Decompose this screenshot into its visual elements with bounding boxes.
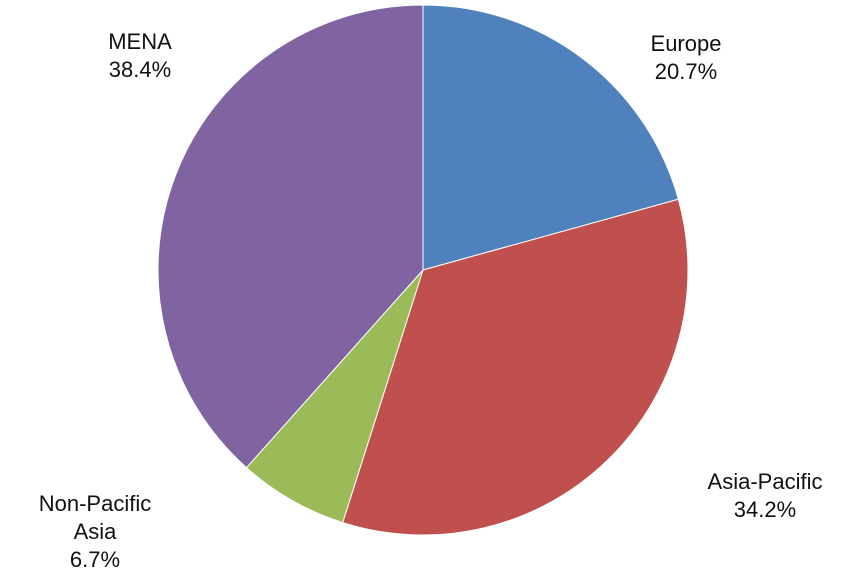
pie-slice bbox=[422, 4, 680, 271]
pie-slice bbox=[245, 269, 424, 524]
category-label: Non-Pacific Asia bbox=[38, 491, 152, 544]
slice-label: Asia-Pacific 34.2% bbox=[675, 468, 855, 524]
pie-slice bbox=[157, 4, 424, 469]
value-label: 34.2% bbox=[733, 497, 797, 522]
value-label: 6.7% bbox=[69, 547, 121, 572]
value-label: 38.4% bbox=[108, 57, 172, 82]
slice-label: MENA 38.4% bbox=[60, 28, 220, 84]
category-label: Europe bbox=[650, 31, 722, 56]
pie-slice bbox=[342, 198, 689, 536]
category-label: MENA bbox=[108, 29, 172, 54]
value-label: 20.7% bbox=[654, 59, 718, 84]
slice-label: Non-Pacific Asia 6.7% bbox=[30, 490, 160, 574]
category-label: Asia-Pacific bbox=[707, 469, 823, 494]
slice-label: Europe 20.7% bbox=[606, 30, 766, 86]
